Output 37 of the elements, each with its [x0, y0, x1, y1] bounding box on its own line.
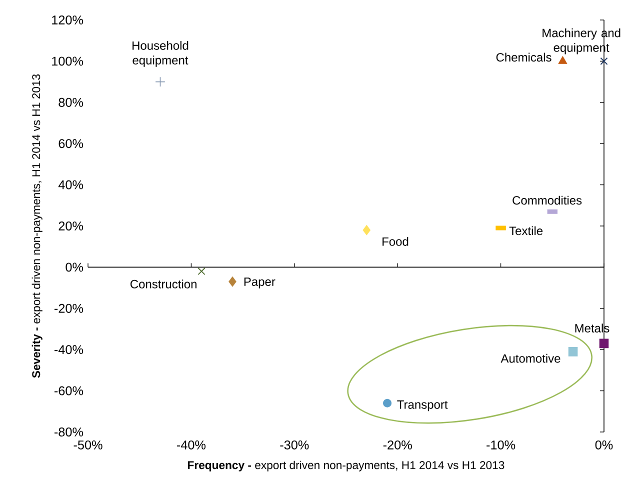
x-tick-label: -50%	[74, 440, 102, 450]
series-label: Paper	[244, 278, 276, 288]
y-tick-label: -80%	[54, 428, 84, 436]
point	[228, 276, 236, 287]
x-axis-title: Frequency - export driven non-payments, H1 2014 vs H1 2013	[188, 460, 504, 472]
y-tick-label: 0%	[66, 262, 84, 272]
y-tick-label: 80%	[58, 98, 84, 107]
x-tick-label: -40%	[176, 440, 206, 450]
y-tick-label: -20%	[54, 304, 84, 313]
y-tick-label: 60%	[58, 139, 84, 148]
series-label: Commodities	[512, 196, 582, 205]
point	[155, 76, 166, 87]
series-label: Household equipment	[132, 41, 188, 67]
y-tick-label: 120%	[52, 16, 84, 24]
y-tick-label: -40%	[54, 345, 84, 354]
point	[568, 346, 578, 356]
series-label: Textile	[509, 226, 543, 236]
x-tick-label: -10%	[486, 440, 516, 450]
point	[558, 56, 568, 64]
point	[600, 57, 608, 65]
y-tick-label: -60%	[54, 386, 84, 396]
series-label: Automotive	[500, 354, 560, 363]
x-tick-label: -30%	[280, 440, 309, 450]
x-tick-label: 0%	[595, 440, 613, 450]
series-label: Transport	[397, 400, 448, 412]
y-tick-label: 20%	[58, 222, 84, 230]
point	[198, 268, 206, 276]
series-label: Construction	[130, 280, 196, 288]
y-axis-title: Severity - export driven non-payments, H1 2014 vs H1 2013	[32, 74, 42, 378]
series-label: Food	[382, 237, 408, 246]
point	[383, 398, 392, 408]
x-tick-label: -20%	[383, 440, 412, 450]
y-tick-label: 40%	[58, 180, 84, 190]
point	[362, 225, 371, 236]
series-label: Chemicals	[496, 52, 552, 62]
point	[599, 338, 609, 348]
y-tick-label: 100%	[52, 56, 84, 66]
